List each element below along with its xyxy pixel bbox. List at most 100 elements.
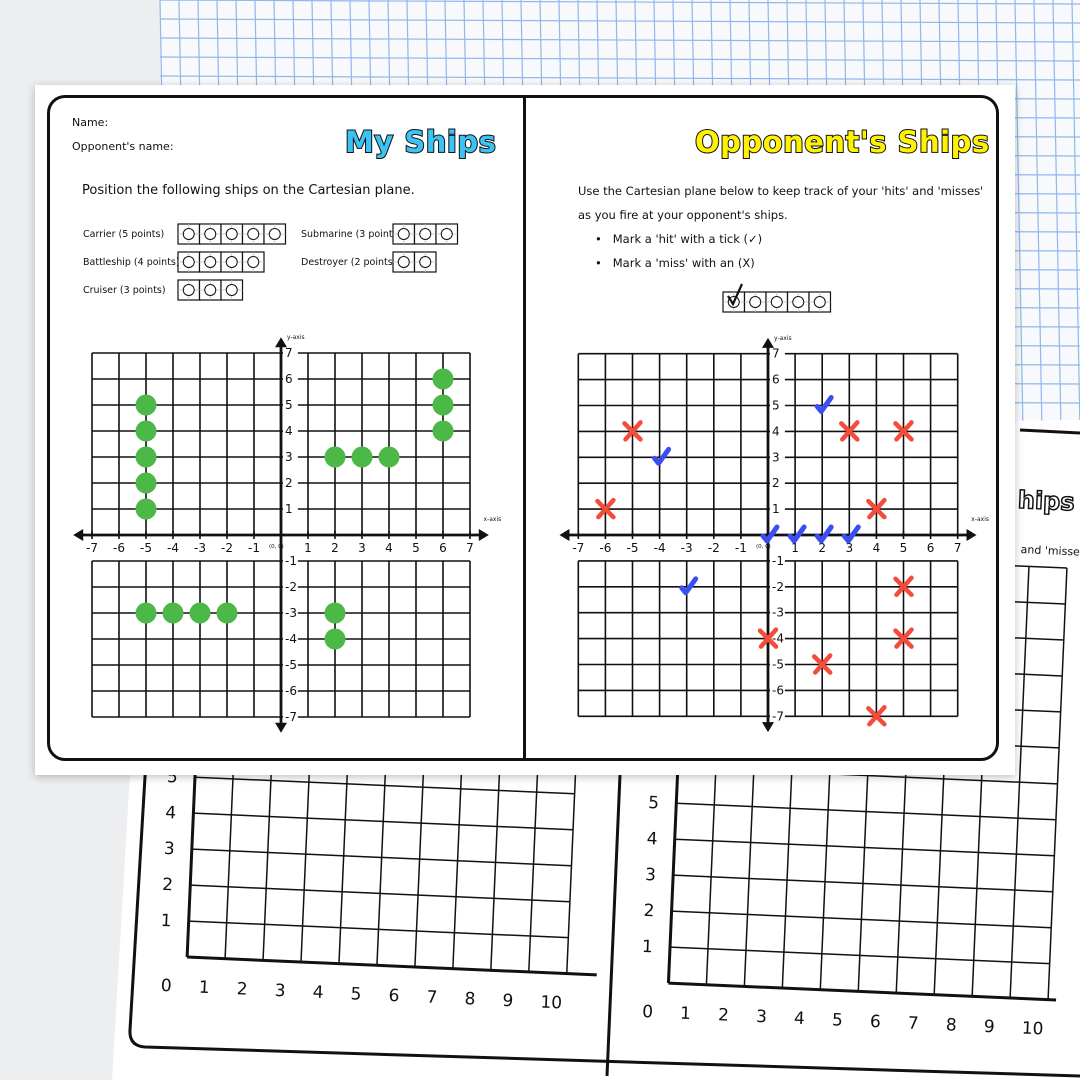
y-tick-label: 2 <box>772 476 780 490</box>
ship-marker <box>135 472 157 494</box>
y-tick-label: 4 <box>285 424 293 438</box>
ship-label: Cruiser (3 points) <box>83 285 166 296</box>
x-tick-label: -4 <box>654 541 666 555</box>
x-axis-arrow-right <box>966 529 977 541</box>
y-tick-label: 1 <box>285 502 293 516</box>
ship-marker <box>432 394 454 416</box>
ship-slots <box>392 223 459 245</box>
grid-line <box>191 848 572 867</box>
grid-line <box>669 946 1050 965</box>
ship-marker <box>324 446 346 468</box>
y-tick-label: -3 <box>772 606 784 620</box>
x-tick-label: 4 <box>312 983 324 1003</box>
x-tick-label: 2 <box>718 1005 730 1025</box>
x-tick-label: 6 <box>388 986 400 1006</box>
grid-paper-line <box>159 37 1080 43</box>
miss-x-icon <box>839 420 860 442</box>
y-tick-label: 3 <box>772 450 780 464</box>
x-tick-label: 9 <box>983 1017 995 1037</box>
ship-peg-hole <box>204 228 217 240</box>
x-tick-label: -1 <box>248 541 260 555</box>
x-tick-label: -6 <box>113 541 125 555</box>
ship-marker <box>135 446 157 468</box>
y-tick-label: 7 <box>285 346 293 360</box>
grid-paper-line <box>1014 0 1024 431</box>
y-axis-arrow-down <box>275 722 287 733</box>
y-tick-label: -5 <box>772 658 784 672</box>
ship-label: Destroyer (2 points) <box>301 257 396 268</box>
left-instruction: Position the following ships on the Cart… <box>82 183 415 198</box>
x-tick-label: 3 <box>274 981 286 1001</box>
ship-peg-hole <box>225 256 238 268</box>
y-axis-arrow-up <box>762 337 774 348</box>
origin-label: (0, 0) <box>756 544 771 550</box>
y-tick-label: 5 <box>285 398 293 412</box>
ship-marker <box>324 602 346 624</box>
x-tick-label: 5 <box>900 541 908 555</box>
ship-peg-hole <box>813 296 826 308</box>
x-tick-label: -3 <box>194 541 206 555</box>
x-tick-label: 3 <box>756 1007 768 1027</box>
x-tick-label: 1 <box>198 978 210 998</box>
y-tick-label: -5 <box>285 658 297 672</box>
y-tick-label: 4 <box>772 424 780 438</box>
ship-peg-hole <box>268 228 281 240</box>
bullet-hit: • Mark a 'hit' with a tick (✓) <box>595 232 763 246</box>
grid-paper-line <box>159 75 1080 81</box>
ship-peg-hole <box>204 256 217 268</box>
y-tick-label: -4 <box>772 632 784 646</box>
ship-marker <box>351 446 373 468</box>
ship-peg-hole <box>182 256 195 268</box>
x-tick-label: 7 <box>466 541 474 555</box>
miss-x-icon <box>757 627 779 649</box>
x-tick-label: 1 <box>791 541 799 555</box>
x-tick-label: 4 <box>873 541 881 555</box>
ship-marker <box>324 628 346 650</box>
grid-paper-line <box>1071 0 1080 431</box>
x-tick-label: 5 <box>412 541 420 555</box>
miss-x-icon <box>811 653 833 675</box>
miss-x-icon <box>893 575 914 598</box>
grid-line <box>193 812 574 831</box>
ship-peg-hole <box>749 296 762 308</box>
grid-line <box>674 838 1055 857</box>
x-tick-label: 3 <box>845 541 853 555</box>
grid-line <box>673 874 1053 893</box>
ship-slots <box>392 251 437 273</box>
x-tick-label: 8 <box>945 1015 957 1035</box>
ship-peg-hole <box>419 256 432 268</box>
worksheet-graphics: Carrier (5 points) Battleship (4 points) C… <box>73 223 989 733</box>
back-left-x-axis <box>187 955 597 977</box>
y-tick-label: 2 <box>643 901 655 921</box>
back-sheet-divider <box>605 774 622 1077</box>
grid-paper-line <box>159 56 1080 62</box>
example-hit-slots <box>722 283 832 313</box>
ship-marker <box>135 420 157 442</box>
x-tick-label: 2 <box>818 541 826 555</box>
miss-x-icon <box>622 420 643 442</box>
hit-tick-icon <box>814 395 834 414</box>
y-tick-label: 1 <box>642 937 654 957</box>
back-sheet-frame <box>128 759 1080 1078</box>
x-tick-label: -3 <box>681 541 693 555</box>
ship-peg-hole <box>247 228 260 240</box>
x-axis-arrow-left <box>559 529 570 541</box>
y-tick-label: -7 <box>772 709 784 723</box>
y-tick-label: 2 <box>285 476 293 490</box>
y-tick-label: -6 <box>772 683 784 697</box>
ship-marker <box>378 446 400 468</box>
y-tick-label: 4 <box>165 803 177 823</box>
x-axis-arrow-left <box>73 529 84 541</box>
ship-peg-hole <box>182 228 195 240</box>
x-tick-label: 4 <box>794 1009 806 1029</box>
y-tick-label: 3 <box>285 450 293 464</box>
back-sheet-frame-top <box>1019 428 1080 435</box>
grid-line <box>676 802 1056 821</box>
x-tick-label: -2 <box>221 541 233 555</box>
x-tick-label: 10 <box>540 993 562 1014</box>
x-axis-label: x-axis <box>484 516 502 523</box>
y-tick-label: 6 <box>285 372 293 386</box>
grid-line <box>190 884 570 903</box>
miss-x-icon <box>595 497 616 520</box>
back-partial-title: hips <box>1017 486 1075 516</box>
